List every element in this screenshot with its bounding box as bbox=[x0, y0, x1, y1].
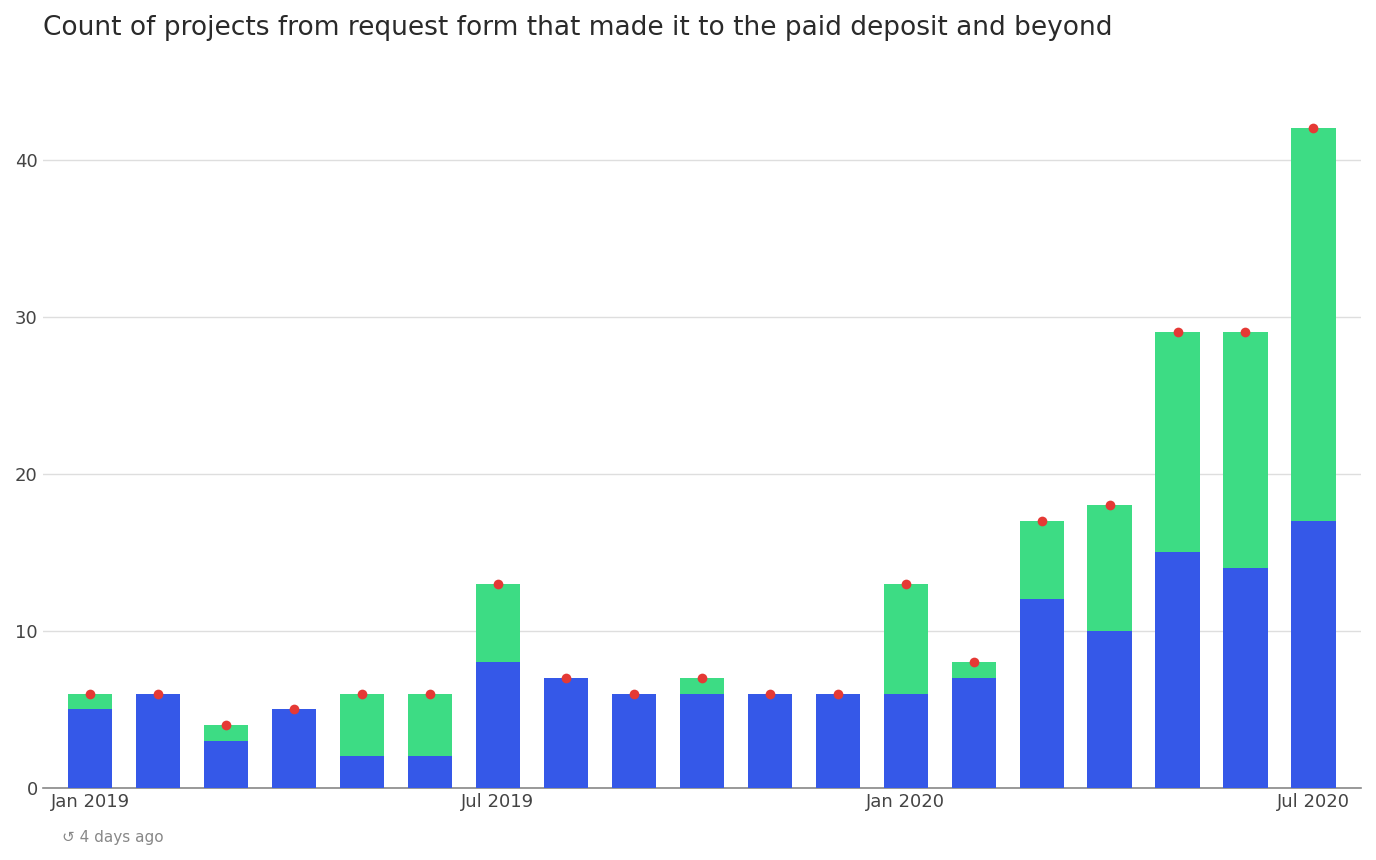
Bar bbox=[476, 662, 520, 788]
Bar bbox=[747, 693, 791, 788]
Bar bbox=[680, 678, 724, 693]
Bar bbox=[1020, 599, 1064, 788]
Bar bbox=[680, 693, 724, 788]
Bar bbox=[1156, 333, 1200, 552]
Text: Count of projects from request form that made it to the paid deposit and beyond: Count of projects from request form that… bbox=[43, 15, 1112, 41]
Bar bbox=[1087, 505, 1131, 630]
Text: ↺ 4 days ago: ↺ 4 days ago bbox=[62, 830, 164, 845]
Bar bbox=[407, 693, 453, 756]
Bar bbox=[952, 662, 996, 678]
Bar bbox=[1291, 521, 1336, 788]
Bar bbox=[544, 678, 588, 788]
Bar bbox=[952, 678, 996, 788]
Bar bbox=[340, 693, 384, 756]
Bar bbox=[67, 693, 113, 710]
Bar bbox=[1020, 521, 1064, 599]
Bar bbox=[1087, 630, 1131, 788]
Bar bbox=[67, 710, 113, 788]
Bar bbox=[272, 710, 316, 788]
Bar bbox=[204, 725, 248, 740]
Bar bbox=[1156, 552, 1200, 788]
Bar bbox=[407, 756, 453, 788]
Bar bbox=[1223, 568, 1267, 788]
Bar bbox=[1291, 128, 1336, 521]
Bar bbox=[816, 693, 860, 788]
Bar bbox=[476, 584, 520, 662]
Bar bbox=[204, 740, 248, 788]
Bar bbox=[883, 584, 927, 693]
Bar bbox=[883, 693, 927, 788]
Bar bbox=[136, 693, 180, 788]
Bar bbox=[1223, 333, 1267, 568]
Bar bbox=[612, 693, 656, 788]
Bar bbox=[340, 756, 384, 788]
